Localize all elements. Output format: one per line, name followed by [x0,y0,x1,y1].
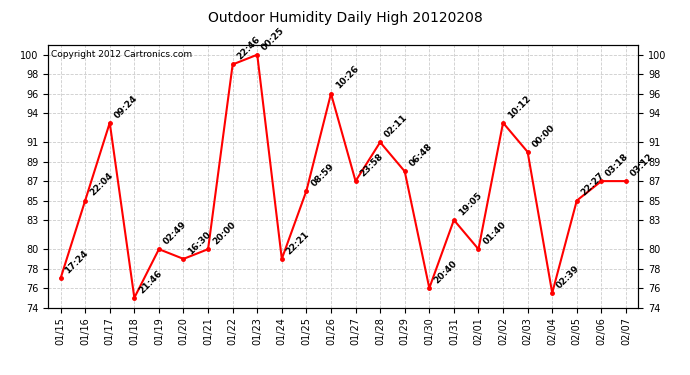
Text: 03:12: 03:12 [629,152,656,178]
Text: 20:40: 20:40 [432,259,459,285]
Text: Copyright 2012 Cartronics.com: Copyright 2012 Cartronics.com [51,50,193,59]
Text: 06:48: 06:48 [408,142,434,169]
Text: 23:58: 23:58 [358,152,385,178]
Text: 22:04: 22:04 [88,171,115,198]
Text: 02:39: 02:39 [555,264,582,290]
Text: 10:12: 10:12 [506,93,533,120]
Text: Outdoor Humidity Daily High 20120208: Outdoor Humidity Daily High 20120208 [208,11,482,25]
Text: 16:30: 16:30 [186,230,213,256]
Text: 00:00: 00:00 [531,123,557,149]
Text: 20:00: 20:00 [211,220,237,246]
Text: 00:25: 00:25 [260,26,286,52]
Text: 08:59: 08:59 [309,162,336,188]
Text: 22:46: 22:46 [235,35,262,62]
Text: 21:46: 21:46 [137,268,164,295]
Text: 10:26: 10:26 [334,64,360,91]
Text: 09:24: 09:24 [112,93,139,120]
Text: 02:11: 02:11 [383,113,409,140]
Text: 17:24: 17:24 [63,249,90,276]
Text: 02:49: 02:49 [161,220,188,246]
Text: 03:18: 03:18 [604,152,631,178]
Text: 19:05: 19:05 [457,190,483,217]
Text: 22:21: 22:21 [284,230,311,256]
Text: 01:40: 01:40 [481,220,508,246]
Text: 22:27: 22:27 [580,171,607,198]
